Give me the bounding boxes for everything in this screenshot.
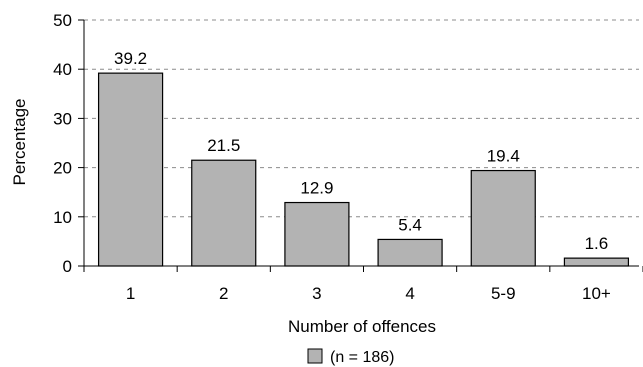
y-tick-labels: 0 10 20 30 40 50 [53,11,72,276]
x-axis-title: Number of offences [288,317,436,336]
bar [97,72,164,267]
data-label: 19.4 [487,147,520,166]
legend: (n = 186) [307,348,394,366]
x-tick-labels: 1 2 3 4 5-9 10+ [126,284,611,303]
legend-label: (n = 186) [330,349,394,366]
bar [377,238,443,267]
data-label: 21.5 [207,136,240,155]
x-tick-label: 3 [312,284,321,303]
data-label: 39.2 [114,49,147,68]
bars [97,72,630,267]
x-tick-label: 5-9 [491,284,516,303]
legend-swatch [307,348,323,364]
bar [563,257,630,267]
y-tick-label: 20 [53,159,72,178]
data-labels: 39.2 21.5 12.9 5.4 19.4 1.6 [114,49,608,253]
y-tick-label: 50 [53,11,72,30]
x-tick-label: 1 [126,284,135,303]
data-label: 12.9 [300,179,333,198]
bar [470,169,536,267]
gridlines [84,19,639,218]
x-tick-label: 10+ [582,284,611,303]
y-tick-label: 30 [53,109,72,128]
x-tick-label: 4 [405,284,414,303]
y-tick-label: 40 [53,60,72,79]
bar [191,159,257,267]
y-tick-label: 0 [63,257,72,276]
y-tick-label: 10 [53,208,72,227]
bar [284,201,350,267]
data-label: 5.4 [398,215,422,234]
data-label: 1.6 [585,234,609,253]
axes [78,19,643,272]
x-tick-label: 2 [219,284,228,303]
y-axis-title: Percentage [10,99,29,186]
